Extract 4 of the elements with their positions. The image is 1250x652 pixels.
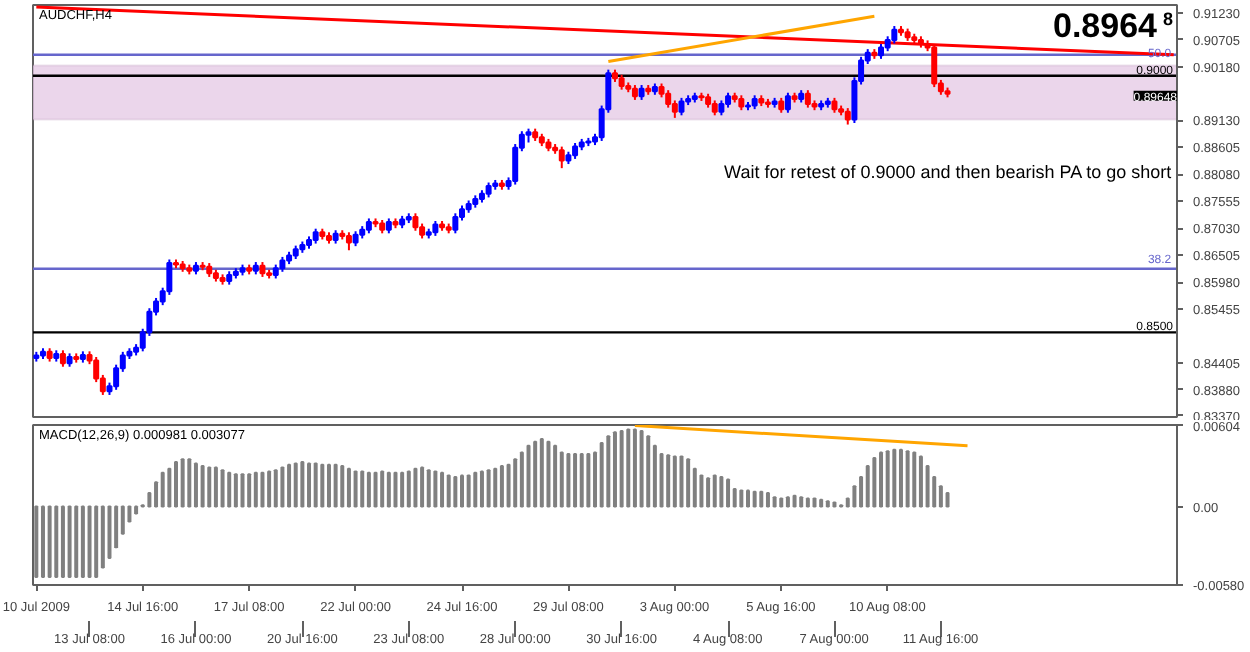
candlestick <box>784 91 791 114</box>
annotation: Wait for retest of 0.9000 and then bearish PA to go short <box>724 161 1173 182</box>
candlestick <box>452 212 459 235</box>
candlestick <box>558 145 565 170</box>
